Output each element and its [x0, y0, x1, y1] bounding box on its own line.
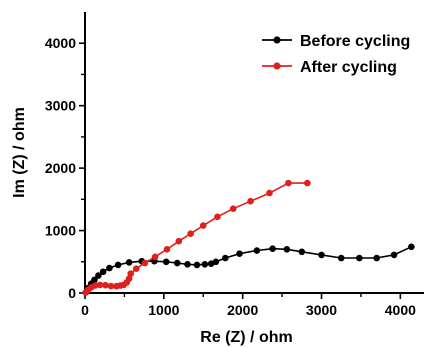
legend-label: Before cycling	[300, 33, 410, 50]
data-point	[127, 270, 135, 277]
data-point	[114, 261, 122, 269]
y-tick-label: 2000	[45, 160, 76, 176]
data-point	[199, 222, 207, 229]
y-tick-label: 3000	[45, 98, 76, 114]
data-point	[91, 276, 98, 284]
data-point	[184, 260, 191, 268]
x-axis-title: Re (Z) / ohm	[200, 329, 292, 346]
data-point	[193, 261, 201, 269]
data-point	[373, 254, 380, 262]
legend-item: Before cycling	[262, 33, 410, 50]
data-point	[175, 237, 183, 245]
data-point	[163, 245, 171, 253]
plot-frame	[84, 12, 424, 294]
data-point	[102, 281, 109, 289]
x-tick-label: 1000	[148, 302, 179, 318]
data-point	[141, 259, 149, 267]
data-point	[283, 245, 291, 253]
data-point	[214, 213, 221, 221]
data-point	[269, 245, 276, 252]
data-point	[125, 275, 133, 282]
data-point	[99, 268, 107, 276]
data-point	[95, 272, 102, 279]
y-tick-label: 0	[68, 285, 76, 301]
legend-marker	[273, 36, 281, 44]
data-point	[253, 247, 261, 254]
data-point	[318, 251, 325, 259]
data-point	[106, 264, 113, 272]
data-point	[107, 282, 115, 290]
y-tick-label: 4000	[45, 35, 76, 51]
data-point	[151, 253, 159, 261]
data-point	[187, 230, 194, 237]
data-point	[212, 258, 220, 266]
series-after-cycling	[82, 179, 311, 296]
data-point	[125, 259, 133, 266]
legend-label: After cycling	[300, 59, 397, 76]
series-layer	[82, 179, 415, 296]
data-point	[96, 281, 104, 289]
x-tick-label: 0	[81, 302, 89, 318]
data-point	[285, 179, 292, 187]
data-point	[337, 254, 345, 262]
series-line	[85, 182, 308, 293]
x-tick-label: 2000	[227, 302, 258, 318]
data-point	[173, 259, 181, 267]
legend-marker	[273, 62, 281, 70]
legend-item: After cycling	[262, 59, 397, 76]
data-point	[247, 197, 254, 205]
data-point	[356, 254, 363, 262]
legend: Before cycling After cycling	[262, 33, 410, 76]
data-point	[304, 179, 311, 187]
data-point	[408, 243, 415, 251]
y-axis-title: Im (Z) / ohm	[11, 107, 28, 198]
data-point	[201, 260, 209, 268]
y-axis-ticks: 0 1000 2000 3000 4000	[45, 35, 85, 301]
y-tick-label: 1000	[45, 223, 76, 239]
data-point	[236, 250, 243, 257]
data-point	[229, 205, 237, 212]
data-point	[132, 265, 140, 272]
x-tick-label: 3000	[306, 302, 337, 318]
data-point	[390, 251, 398, 259]
series-before-cycling	[82, 243, 415, 296]
data-point	[298, 248, 306, 256]
x-axis-ticks: 0 1000 2000 3000 4000	[81, 293, 416, 318]
x-tick-label: 4000	[385, 302, 416, 318]
data-point	[222, 254, 229, 262]
data-point	[162, 258, 170, 266]
data-point	[266, 189, 273, 197]
